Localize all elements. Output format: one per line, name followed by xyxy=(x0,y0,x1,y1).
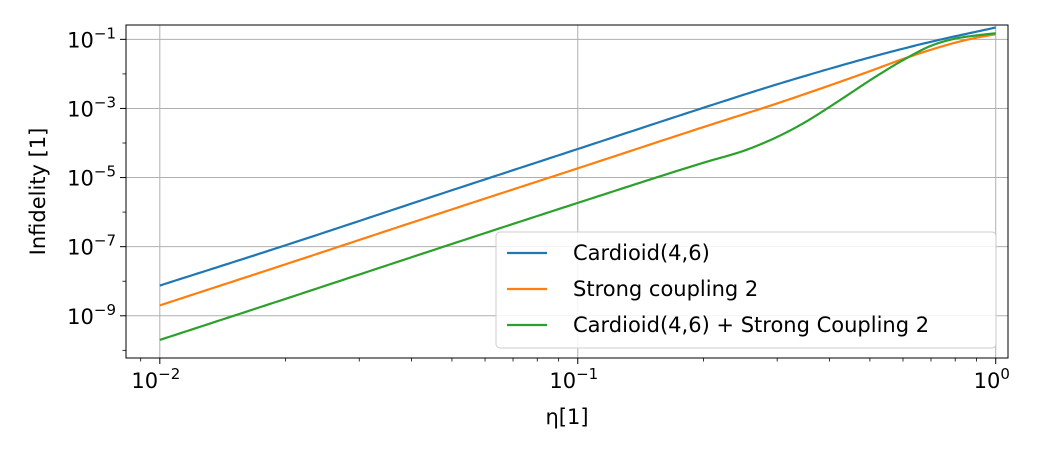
series-layer xyxy=(159,26,997,341)
y-tick-label: 10−3 xyxy=(67,93,116,121)
tick-labels: 10−2 10−1 100 10−9 10−7 10−5 10−3 10−1 xyxy=(67,24,1010,393)
y-tick-label: 10−1 xyxy=(67,24,116,52)
y-tick-label: 10−5 xyxy=(67,163,116,191)
x-tick-label: 100 xyxy=(974,365,1010,393)
series-line-3 xyxy=(159,32,997,341)
minor-ticks xyxy=(122,73,977,362)
legend-box xyxy=(495,231,997,349)
x-axis-label: η[1] xyxy=(545,405,588,429)
major-ticks xyxy=(120,38,997,364)
legend-label: Cardioid(4,6) xyxy=(573,241,710,265)
y-tick-label: 10−7 xyxy=(67,232,116,260)
series-line-1 xyxy=(159,26,996,287)
legend: Cardioid(4,6) Strong coupling 2 Cardioid(4… xyxy=(495,231,997,349)
x-tick-label: 10−1 xyxy=(549,365,598,393)
plot-frame xyxy=(125,24,1009,359)
legend-label: Cardioid(4,6) + Strong Coupling 2 xyxy=(573,313,929,337)
legend-label: Strong coupling 2 xyxy=(573,277,758,301)
y-tick-label: 10−9 xyxy=(67,301,116,329)
x-tick-label: 10−2 xyxy=(131,365,180,393)
series-line-2 xyxy=(159,33,997,307)
y-axis-label: Infidelity [1] xyxy=(26,128,50,256)
